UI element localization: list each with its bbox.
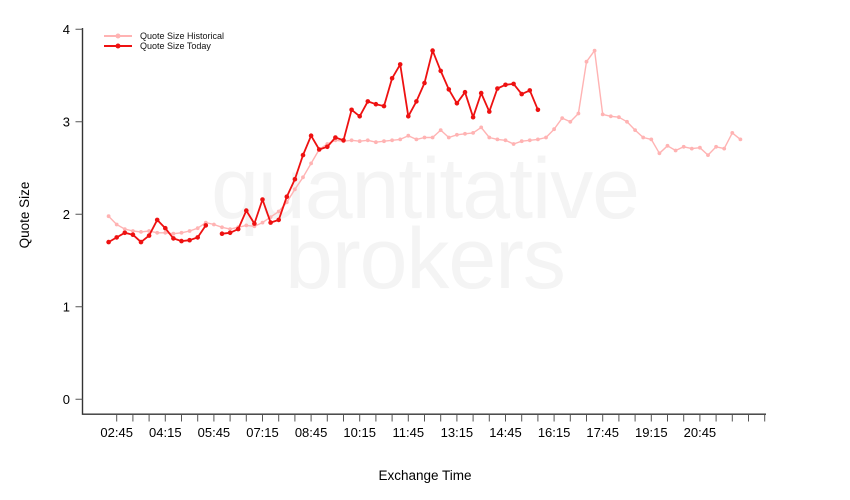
legend-line-today-icon bbox=[104, 43, 132, 49]
legend-line-historical-icon bbox=[104, 33, 132, 39]
legend-dot-historical-icon bbox=[115, 33, 121, 39]
legend-dot-today-icon bbox=[115, 43, 121, 49]
svg-text:2: 2 bbox=[63, 207, 70, 222]
x-axis-title: Exchange Time bbox=[378, 468, 472, 483]
svg-text:19:15: 19:15 bbox=[635, 425, 668, 440]
svg-text:14:45: 14:45 bbox=[489, 425, 522, 440]
axes bbox=[75, 28, 766, 422]
series-today bbox=[106, 48, 541, 245]
legend: Quote Size Historical Quote Size Today bbox=[104, 31, 224, 51]
svg-text:10:15: 10:15 bbox=[343, 425, 376, 440]
legend-row-today: Quote Size Today bbox=[104, 41, 224, 51]
svg-text:4: 4 bbox=[63, 22, 70, 37]
legend-row-historical: Quote Size Historical bbox=[104, 31, 224, 41]
svg-text:13:15: 13:15 bbox=[441, 425, 474, 440]
svg-text:04:15: 04:15 bbox=[149, 425, 182, 440]
svg-text:16:15: 16:15 bbox=[538, 425, 571, 440]
svg-text:20:45: 20:45 bbox=[684, 425, 717, 440]
y-tick-labels: 0 1 2 3 4 bbox=[63, 22, 70, 407]
series-historical bbox=[106, 48, 743, 236]
watermark-line-2: brokers bbox=[285, 211, 566, 307]
y-axis-title: Quote Size bbox=[17, 181, 32, 249]
svg-text:0: 0 bbox=[63, 392, 70, 407]
svg-text:08:45: 08:45 bbox=[295, 425, 328, 440]
svg-text:1: 1 bbox=[63, 299, 70, 314]
legend-label-historical: Quote Size Historical bbox=[140, 31, 225, 41]
watermark: quantitative brokers bbox=[0, 141, 850, 307]
svg-text:11:45: 11:45 bbox=[393, 425, 425, 440]
svg-text:05:45: 05:45 bbox=[198, 425, 231, 440]
svg-text:3: 3 bbox=[63, 114, 70, 129]
svg-text:07:15: 07:15 bbox=[246, 425, 279, 440]
svg-text:17:45: 17:45 bbox=[586, 425, 619, 440]
watermark-line-1: quantitative bbox=[211, 141, 640, 237]
legend-label-today: Quote Size Today bbox=[140, 41, 211, 51]
x-tick-labels: 02:45 04:15 05:45 07:15 08:45 10:15 11:45 13:15… bbox=[100, 425, 716, 440]
svg-text:02:45: 02:45 bbox=[100, 425, 133, 440]
